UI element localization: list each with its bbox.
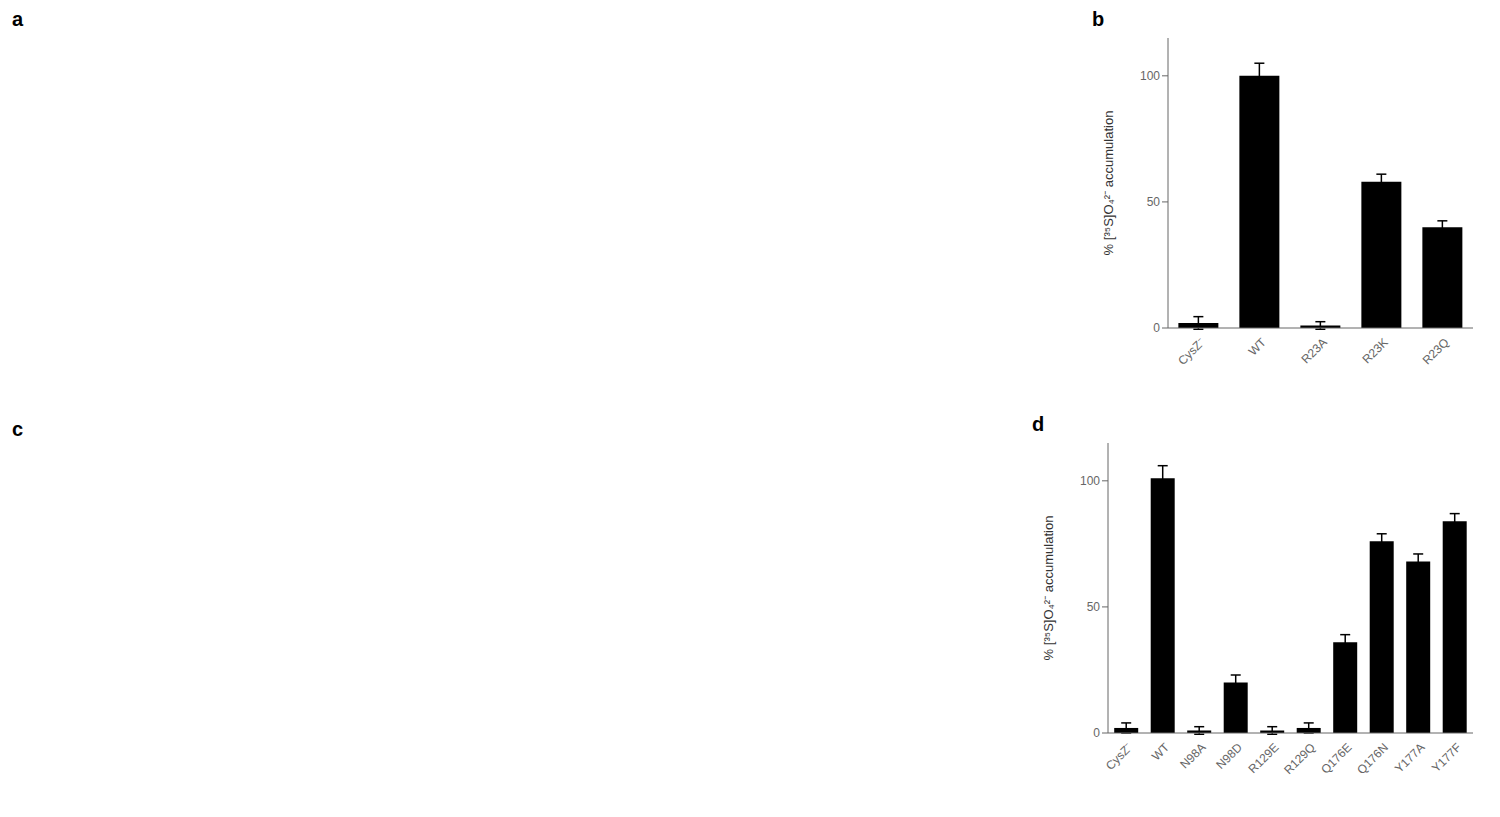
svg-text:CysZ⁻: CysZ⁻: [1175, 335, 1208, 368]
svg-text:50: 50: [1087, 600, 1101, 614]
svg-text:100: 100: [1080, 474, 1100, 488]
svg-text:R129E: R129E: [1246, 740, 1282, 776]
html-text:c: c: [12, 418, 24, 440]
svg-text:0: 0: [1153, 321, 1160, 335]
svg-text:R23Q: R23Q: [1420, 335, 1452, 367]
svg-text:N98A: N98A: [1177, 740, 1208, 771]
svg-text:CysZ⁻: CysZ⁻: [1103, 740, 1136, 773]
svg-text:Y177A: Y177A: [1392, 740, 1427, 775]
html-text:a: a: [12, 8, 24, 30]
svg-text:0: 0: [1093, 726, 1100, 740]
svg-text:R23K: R23K: [1360, 335, 1391, 366]
svg-text:Q176N: Q176N: [1354, 740, 1391, 777]
html-text:b: b: [1092, 8, 1105, 30]
svg-text:R129Q: R129Q: [1281, 740, 1318, 777]
svg-text:WT: WT: [1149, 740, 1173, 764]
svg-text:N98D: N98D: [1213, 740, 1245, 772]
svg-text:R23A: R23A: [1299, 335, 1330, 366]
svg-text:Y177F: Y177F: [1429, 740, 1464, 775]
svg-text:100: 100: [1140, 69, 1160, 83]
svg-text:Q176E: Q176E: [1318, 740, 1354, 776]
svg-text:50: 50: [1147, 195, 1161, 209]
svg-text:WT: WT: [1246, 335, 1270, 359]
html-text:d: d: [1032, 413, 1045, 435]
svg-text:% [³⁵S]O₄²⁻ accumulation: % [³⁵S]O₄²⁻ accumulation: [1041, 516, 1056, 661]
svg-text:% [³⁵S]O₄²⁻ accumulation: % [³⁵S]O₄²⁻ accumulation: [1101, 111, 1116, 256]
